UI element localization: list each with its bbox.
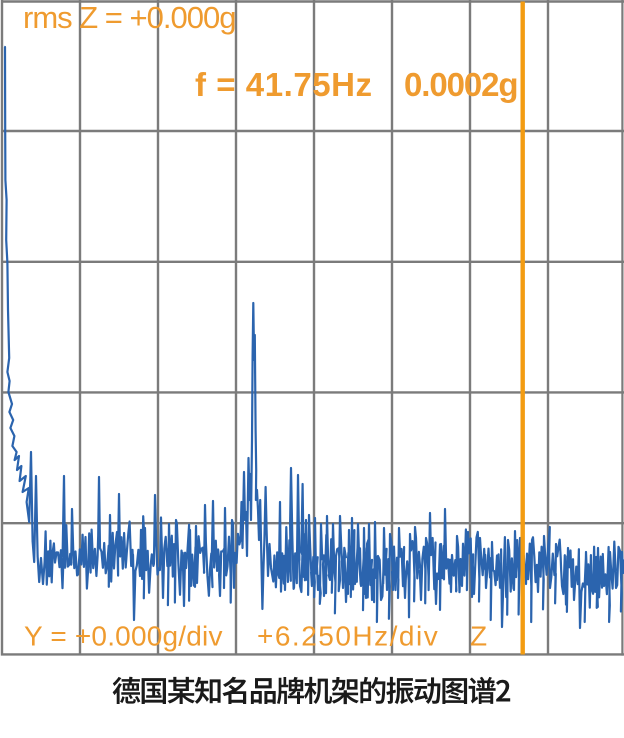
svg-text:0.0002g: 0.0002g (404, 66, 517, 103)
svg-text:f = 41.75Hz: f = 41.75Hz (195, 66, 373, 103)
svg-text:Y = +0.000g/div: Y = +0.000g/div (24, 621, 223, 652)
svg-text:Z: Z (470, 621, 487, 652)
svg-text:rms Z = +0.000g: rms Z = +0.000g (23, 0, 235, 35)
svg-text:+6.250Hz/div: +6.250Hz/div (257, 621, 439, 652)
